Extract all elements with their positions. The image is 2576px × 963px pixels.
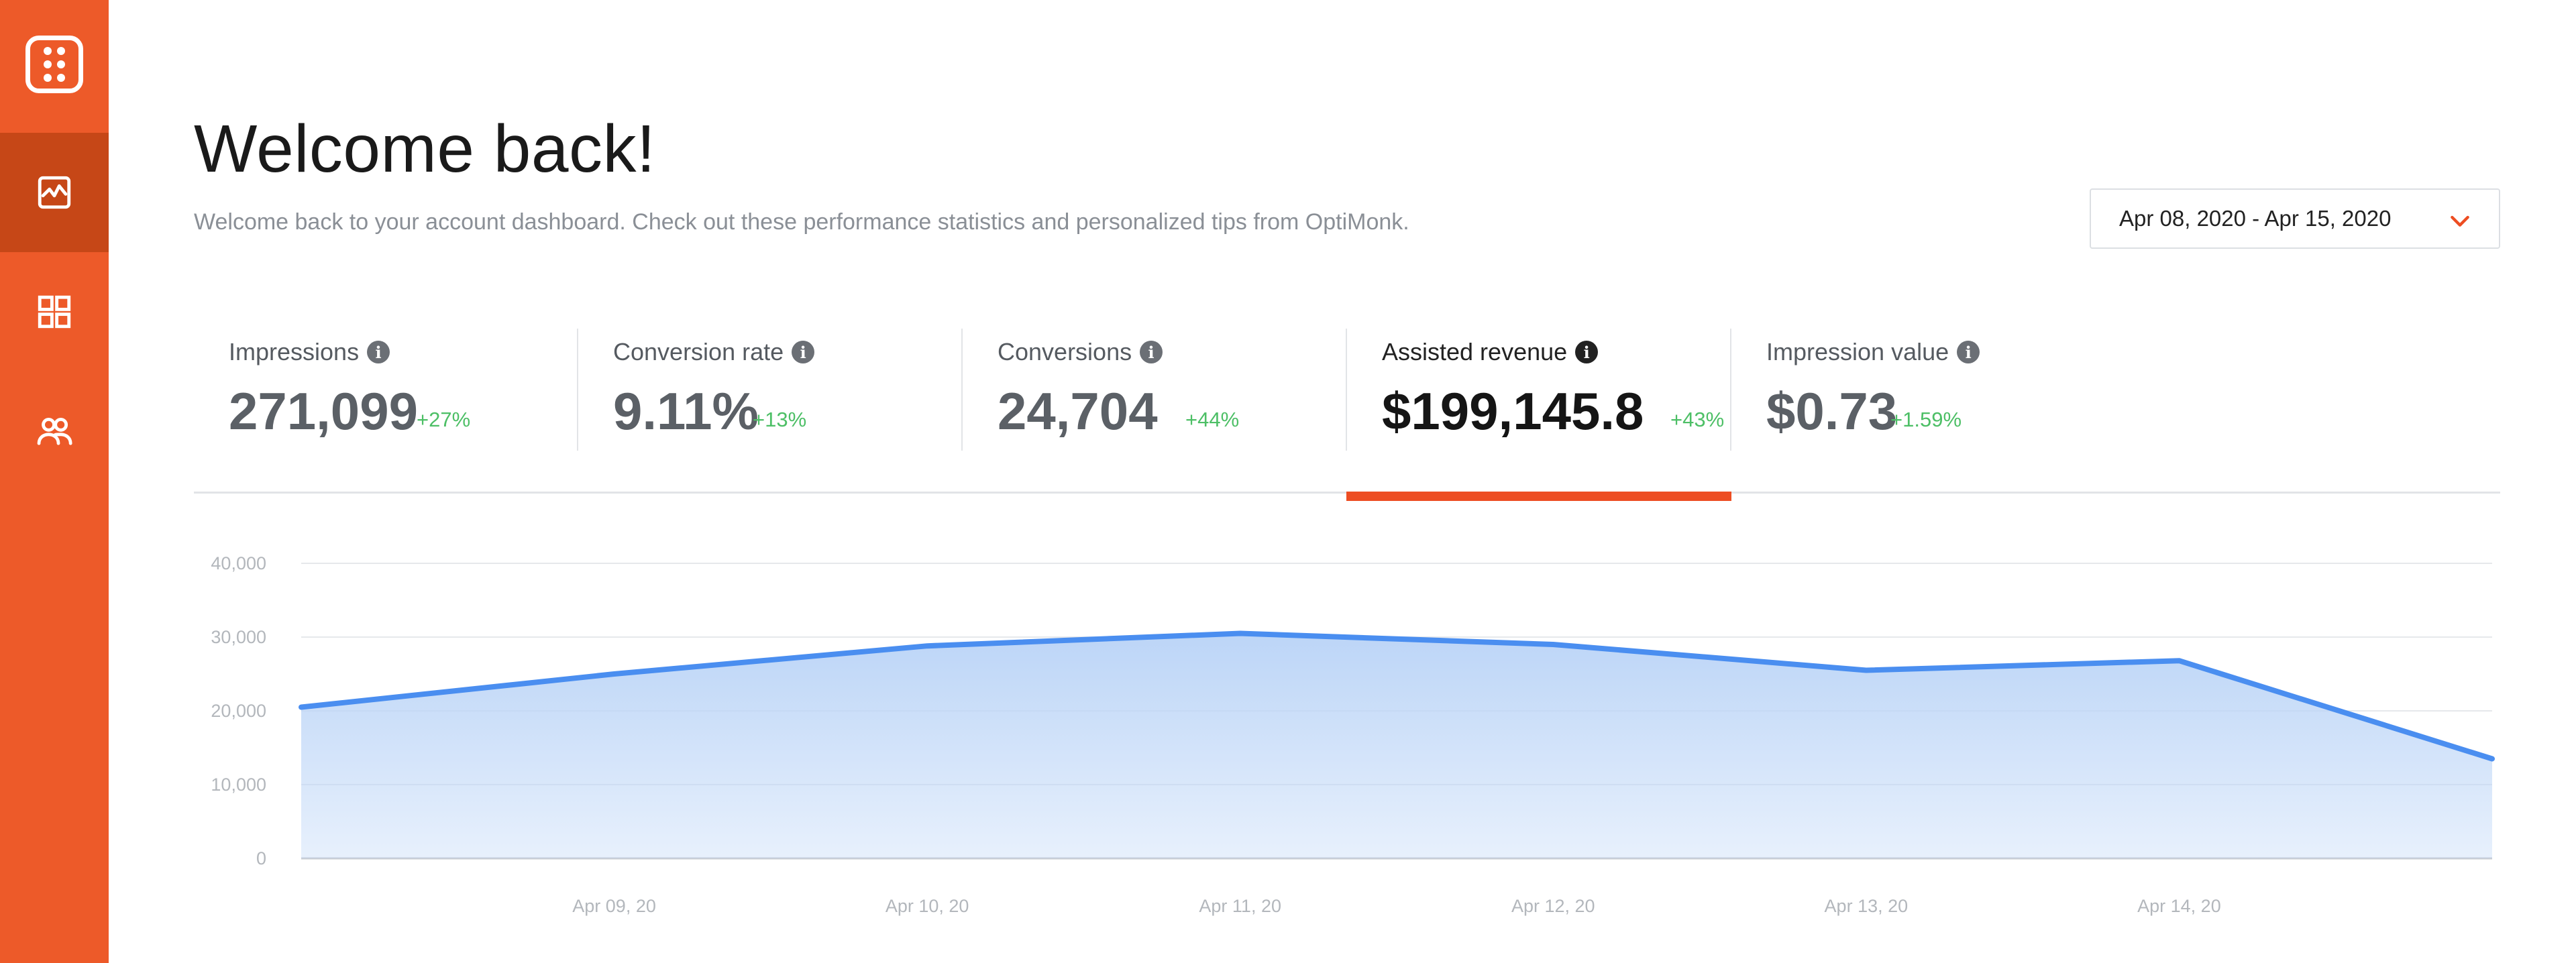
metric-change: +13% (753, 408, 807, 431)
metric-value: 271,099 (229, 382, 418, 441)
metric-value: $199,145.8 (1382, 382, 1644, 441)
info-icon[interactable]: i (1957, 341, 1980, 363)
metric-divider (961, 329, 963, 451)
metric-label: Impression value i (1766, 338, 1980, 366)
revenue-chart: 0 10,000 20,000 30,000 40,000 Apr 09, 20 Apr 1… (109, 0, 2576, 963)
metric-change: +44% (1185, 408, 1240, 431)
sidebar-item-audience[interactable] (0, 372, 109, 491)
sidebar (0, 0, 109, 963)
metric-impression-value[interactable]: Impression value i $0.73 +1.59% (1731, 327, 2116, 495)
date-range-picker[interactable]: Apr 08, 2020 - Apr 15, 2020 (2090, 188, 2500, 249)
metric-change: +1.59% (1890, 408, 1962, 431)
info-icon[interactable]: i (1140, 341, 1163, 363)
y-tick-label: 20,000 (211, 701, 266, 721)
sidebar-item-analytics[interactable] (0, 133, 109, 252)
main-content: Welcome back! Welcome back to your accou… (109, 0, 2576, 963)
metric-divider (577, 329, 578, 451)
metric-conversions[interactable]: Conversions i 24,704 +44% (963, 327, 1347, 495)
page-subtitle: Welcome back to your account dashboard. … (194, 209, 1409, 235)
metric-label-text: Impressions (229, 338, 360, 365)
y-tick-label: 30,000 (211, 627, 266, 647)
date-range-label: Apr 08, 2020 - Apr 15, 2020 (2119, 206, 2392, 231)
x-tick-label: Apr 14, 20 (2137, 896, 2221, 916)
data-point[interactable] (1236, 630, 1244, 638)
metric-label: Conversions i (998, 338, 1163, 366)
x-tick-label: Apr 13, 20 (1825, 896, 1909, 916)
info-icon[interactable]: i (792, 341, 815, 363)
x-tick-label: Apr 12, 20 (1511, 896, 1595, 916)
data-point[interactable] (1549, 640, 1557, 648)
selected-metric-indicator (1346, 492, 1731, 501)
metric-label-text: Impression value (1766, 338, 1949, 365)
metric-value: 9.11% (613, 382, 759, 441)
y-tick-label: 10,000 (211, 775, 266, 795)
metric-label-text: Assisted revenue (1382, 338, 1568, 365)
app-logo-icon[interactable] (25, 36, 83, 93)
info-icon[interactable]: i (367, 341, 390, 363)
data-point[interactable] (2175, 657, 2183, 665)
series-line (299, 630, 2495, 762)
page-title: Welcome back! (194, 111, 656, 186)
x-tick-label: Apr 10, 20 (885, 896, 969, 916)
data-point[interactable] (610, 670, 619, 678)
metric-label: Conversion rate i (613, 338, 815, 366)
data-point[interactable] (923, 642, 931, 650)
series-area (301, 633, 2492, 858)
y-tick-label: 40,000 (211, 553, 266, 573)
metric-assisted-revenue[interactable]: Assisted revenue i $199,145.8 +43% (1347, 327, 1731, 495)
metric-label: Impressions i (229, 338, 390, 366)
metrics-row: Impressions i 271,099 +27% Conversion ra… (194, 327, 2500, 495)
data-point[interactable] (2488, 755, 2496, 763)
metric-label: Assisted revenue i (1382, 338, 1599, 366)
metric-impressions[interactable]: Impressions i 271,099 +27% (194, 327, 578, 495)
metric-divider (1346, 329, 1347, 451)
metric-change: +27% (417, 408, 471, 431)
area-chart-svg: 0 10,000 20,000 30,000 40,000 Apr 09, 20 Apr 1… (211, 553, 2496, 916)
data-point[interactable] (1862, 667, 1870, 675)
sidebar-item-campaigns[interactable] (0, 252, 109, 372)
data-point[interactable] (297, 703, 305, 712)
chevron-down-icon[interactable] (2447, 207, 2473, 234)
metric-conversion-rate[interactable]: Conversion rate i 9.11% +13% (578, 327, 963, 495)
metric-label-text: Conversions (998, 338, 1132, 365)
x-tick-label: Apr 11, 20 (1199, 896, 1281, 916)
metric-change: +43% (1670, 408, 1725, 431)
x-tick-label: Apr 09, 20 (572, 896, 656, 916)
metric-label-text: Conversion rate (613, 338, 784, 365)
activity-chart-icon (38, 176, 71, 209)
grid-icon (38, 295, 71, 329)
y-tick-label: 0 (256, 848, 266, 868)
users-icon (37, 417, 72, 445)
info-icon[interactable]: i (1575, 341, 1599, 363)
metric-divider (1730, 329, 1731, 451)
metric-value: $0.73 (1766, 382, 1898, 441)
metric-value: 24,704 (998, 382, 1158, 441)
